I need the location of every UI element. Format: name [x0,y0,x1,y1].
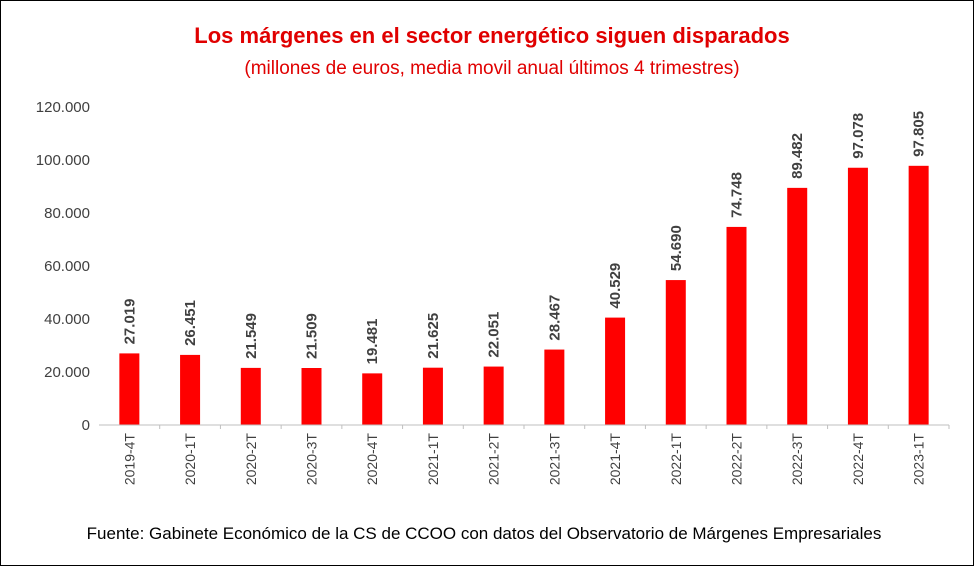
x-tick-label: 2022-4T [850,433,866,486]
y-tick-label: 120.000 [36,99,90,116]
data-label: 89.482 [789,133,806,179]
x-tick-label: 2021-4T [607,433,623,486]
bar-2021-2T [483,366,504,425]
y-tick-label: 60.000 [44,258,90,275]
y-tick-label: 100.000 [36,152,90,169]
bar-2019-4T [119,353,140,425]
bars: 27.019 26.451 21.549 21.509 19.481 21.625 22.0… [119,111,950,429]
bar-2022-1T [665,280,686,425]
x-tick-label: 2022-3T [789,433,805,486]
x-tick-label: 2020-3T [304,433,320,486]
y-axis-labels: 0 20.000 40.000 60.000 80.000 100.000 120.000 [36,99,90,434]
x-tick-label: 2019-4T [121,433,137,486]
data-label: 97.805 [911,111,928,157]
source-note: Fuente: Gabinete Económico de la CS de C… [87,524,882,543]
data-label: 19.481 [364,318,381,364]
y-tick-label: 40.000 [44,311,90,328]
x-tick-label: 2022-2T [729,433,745,486]
bar-2022-4T [847,167,868,426]
data-label: 54.690 [668,225,685,271]
x-tick-label: 2021-1T [425,433,441,486]
bar-2021-3T [544,349,565,425]
x-tick-label: 2023-1T [911,433,927,486]
data-label: 21.509 [304,313,321,359]
chart-title: Los márgenes en el sector energético sig… [194,23,789,48]
data-label: 22.051 [486,312,503,358]
x-tick-label: 2020-1T [182,433,198,486]
x-tick-label: 2021-3T [546,433,562,486]
x-tick-label: 2022-1T [668,433,684,486]
bar-2023-1T [908,165,929,425]
data-label: 27.019 [121,299,138,345]
data-label: 97.078 [850,113,867,159]
bar-2020-3T [301,368,322,425]
chart-subtitle: (millones de euros, media movil anual úl… [244,58,739,79]
x-axis-labels: 2019-4T 2020-1T 2020-2T 2020-3T 2020-4T 2021-… [121,433,926,486]
data-label: 21.625 [425,313,442,359]
bar-2021-4T [605,317,626,425]
y-tick-label: 80.000 [44,205,90,222]
x-tick-label: 2020-2T [243,433,259,486]
data-label: 21.549 [243,313,260,359]
data-label: 28.467 [546,295,563,341]
x-tick-label: 2020-4T [364,433,380,486]
data-label: 26.451 [182,300,199,346]
bar-2020-1T [180,354,201,425]
y-tick-label: 20.000 [44,364,90,381]
bar-2020-4T [362,373,383,425]
bar-2022-3T [787,187,808,425]
data-label: 40.529 [607,263,624,309]
x-tick-label: 2021-2T [486,433,502,486]
bar-2021-1T [422,367,443,425]
y-tick-label: 0 [82,417,90,434]
data-label: 74.748 [729,172,746,218]
bar-2022-2T [726,226,747,425]
bar-2020-2T [240,367,261,425]
